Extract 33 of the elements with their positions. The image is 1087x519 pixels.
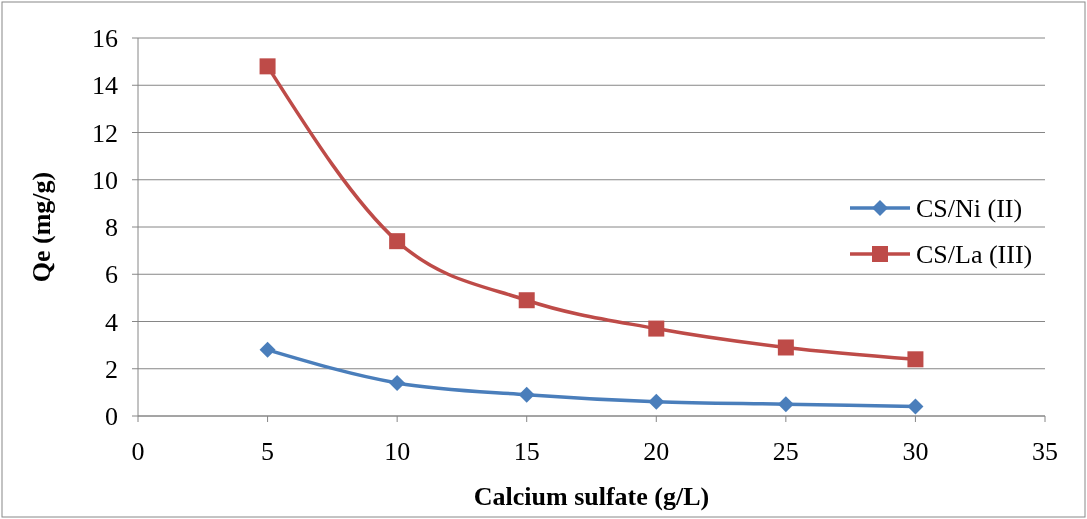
x-tick-label: 35	[1032, 437, 1058, 466]
y-tick-label: 8	[105, 213, 118, 243]
legend-label: CS/La (III)	[916, 240, 1033, 270]
x-tick-label: 25	[772, 437, 799, 466]
point	[777, 396, 794, 413]
point	[907, 398, 924, 415]
y-tick-label: 10	[92, 165, 118, 195]
point	[259, 58, 276, 75]
point	[389, 374, 406, 391]
x-tick-label: 10	[384, 437, 411, 466]
point	[518, 386, 535, 403]
y-axis-title: Qe (mg/g)	[27, 171, 56, 283]
x-tick-label: 0	[131, 437, 145, 466]
y-tick-label: 6	[105, 260, 118, 290]
y-tick-label: 4	[105, 307, 118, 337]
y-tick-label: 12	[92, 118, 118, 148]
y-tick-label: 14	[92, 71, 118, 101]
y-tick-label: 2	[105, 354, 118, 384]
point	[389, 233, 406, 250]
point	[259, 341, 276, 358]
x-tick-label: 5	[261, 437, 275, 466]
point	[907, 351, 924, 368]
legend-label: CS/Ni (II)	[916, 194, 1023, 224]
x-tick-label: 30	[902, 437, 929, 466]
x-axis-title: Calcium sulfate (g/L)	[473, 482, 710, 511]
x-tick-label: 20	[643, 437, 670, 466]
y-tick-label: 16	[92, 24, 118, 54]
y-tick-label: 0	[105, 402, 118, 432]
point	[518, 292, 535, 309]
x-tick-label: 15	[513, 437, 540, 466]
point	[648, 393, 665, 410]
point	[648, 320, 665, 337]
point	[777, 339, 794, 356]
